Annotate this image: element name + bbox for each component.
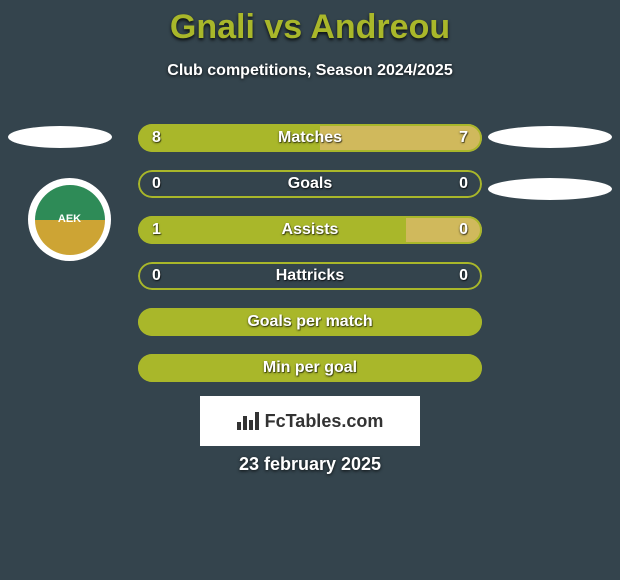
- bar-chart-icon: [237, 412, 259, 430]
- stat-row: Min per goal: [138, 354, 482, 382]
- page-title: Gnali vs Andreou: [0, 8, 620, 47]
- stat-label: Assists: [138, 216, 482, 244]
- stat-label: Goals per match: [138, 308, 482, 336]
- club-badge-inner: AEK: [35, 185, 105, 255]
- stat-label: Matches: [138, 124, 482, 152]
- stat-row: Goals per match: [138, 308, 482, 336]
- club-badge-text: AEK: [58, 214, 81, 225]
- brand-text: FcTables.com: [265, 411, 384, 432]
- stat-row: 10Assists: [138, 216, 482, 244]
- player-right-placeholder-top: [488, 126, 612, 148]
- stat-row: 87Matches: [138, 124, 482, 152]
- stat-row: 00Goals: [138, 170, 482, 198]
- brand-box: FcTables.com: [200, 396, 420, 446]
- comparison-card: Gnali vs Andreou Club competitions, Seas…: [0, 0, 620, 580]
- subtitle: Club competitions, Season 2024/2025: [0, 62, 620, 80]
- footer-date: 23 february 2025: [0, 454, 620, 475]
- player-right-placeholder-bottom: [488, 178, 612, 200]
- stat-label: Hattricks: [138, 262, 482, 290]
- stat-label: Goals: [138, 170, 482, 198]
- player-left-placeholder: [8, 126, 112, 148]
- stat-label: Min per goal: [138, 354, 482, 382]
- stat-rows: 87Matches 00Goals 10Assists 00Hattricks Goal…: [138, 124, 482, 400]
- stat-row: 00Hattricks: [138, 262, 482, 290]
- club-badge-left: AEK: [28, 178, 111, 261]
